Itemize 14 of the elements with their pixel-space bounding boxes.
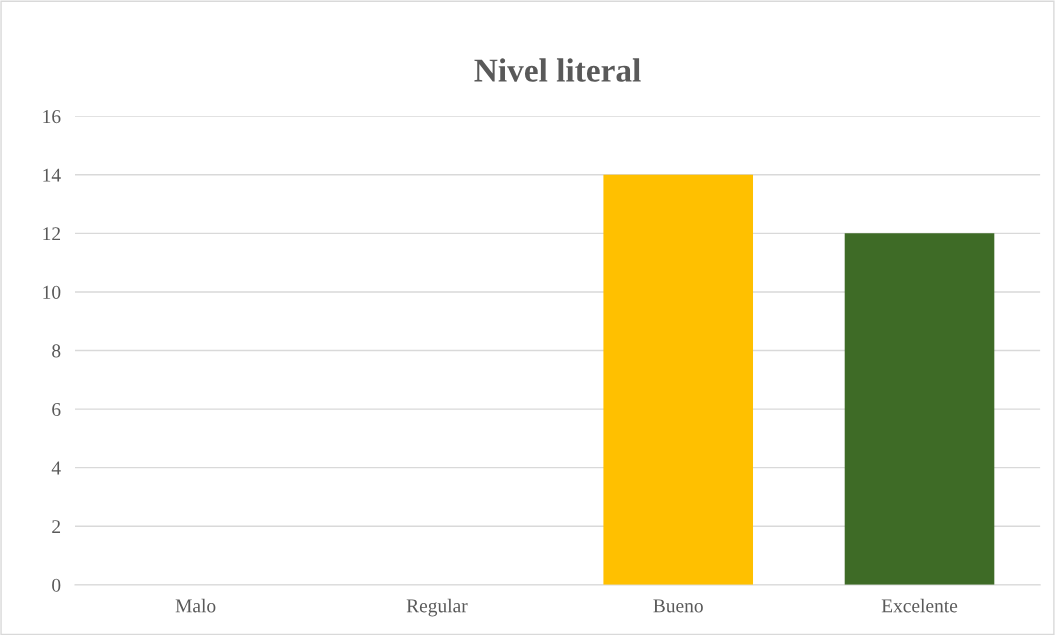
y-tick-label: 16: [43, 110, 61, 124]
chart-title: Nivel literal: [474, 58, 641, 82]
y-tick-label: 2: [52, 520, 61, 533]
y-tick-label: 4: [51, 461, 61, 475]
x-tick-label: Malo: [175, 598, 216, 613]
y-tick-label: 12: [43, 227, 61, 241]
y-tick-label: 14: [43, 168, 61, 182]
y-tick-label: 0: [52, 578, 61, 592]
y-tick-label: 10: [43, 285, 61, 299]
x-tick-label: Excelente: [881, 598, 958, 613]
x-tick-label: Regular: [406, 598, 468, 617]
y-tick-label: 8: [52, 344, 61, 358]
y-tick-label: 6: [52, 402, 61, 417]
x-tick-label: Bueno: [653, 599, 703, 613]
